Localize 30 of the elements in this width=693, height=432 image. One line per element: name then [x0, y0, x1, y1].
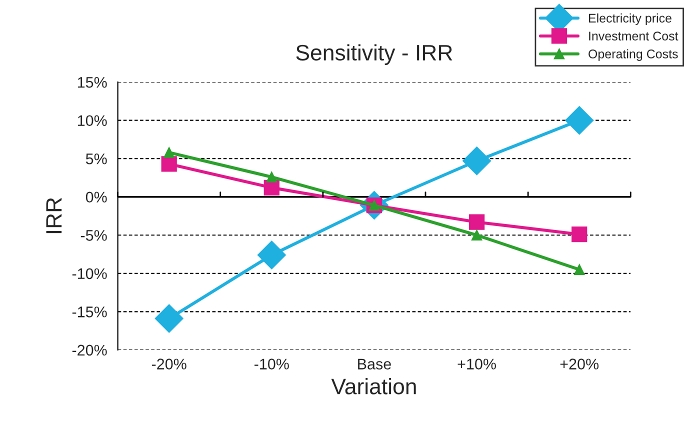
x-tick-label: -10% [254, 358, 289, 370]
point [468, 214, 485, 230]
x-tick-label: -20% [152, 358, 186, 370]
x-axis-title: Variation [331, 378, 416, 394]
legend-label: Electricity price [588, 13, 672, 26]
point [462, 146, 492, 176]
y-tick-label: 5% [86, 154, 107, 164]
x-tick-label: +20% [560, 358, 599, 370]
legend-label: Investment Cost [589, 32, 678, 40]
chart-title: Sensitivity - IRR [296, 44, 452, 65]
point [565, 106, 594, 135]
y-tick-label: -20% [72, 344, 107, 356]
legend-label: Operating Costs [588, 49, 678, 61]
y-tick-label: -15% [72, 306, 107, 318]
x-tick-label: +10% [458, 358, 496, 370]
point [161, 156, 177, 172]
point [164, 147, 174, 158]
y-tick-label: -5% [80, 230, 107, 241]
point [257, 240, 286, 270]
y-tick-label: -10% [72, 268, 107, 280]
y-tick-label: 0% [86, 192, 107, 203]
point [471, 230, 482, 241]
y-axis-title: IRR [46, 198, 62, 234]
point [154, 304, 184, 333]
y-tick-label: 10% [78, 115, 107, 126]
point [574, 264, 585, 275]
point [266, 172, 278, 182]
x-tick-label: Base [358, 358, 391, 370]
point [572, 226, 588, 242]
y-tick-label: 15% [78, 77, 107, 88]
